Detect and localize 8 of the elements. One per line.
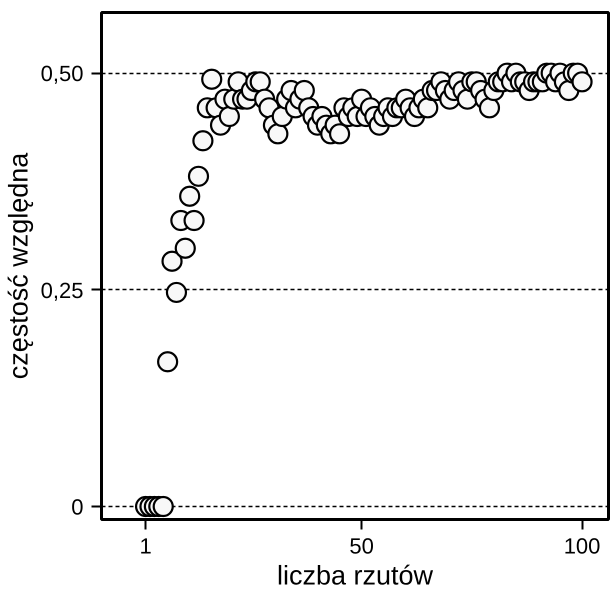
y-tick-label: 0,50 (40, 61, 84, 86)
x-axis-title: liczba rzutów (276, 560, 434, 590)
y-axis-title: częstość względna (4, 152, 34, 380)
x-tick-label: 100 (564, 534, 600, 558)
x-tick-label: 1 (139, 534, 152, 558)
y-tick-label: 0,25 (40, 278, 84, 303)
y-tick-label: 0 (71, 494, 84, 520)
x-tick-label: 50 (349, 534, 374, 558)
